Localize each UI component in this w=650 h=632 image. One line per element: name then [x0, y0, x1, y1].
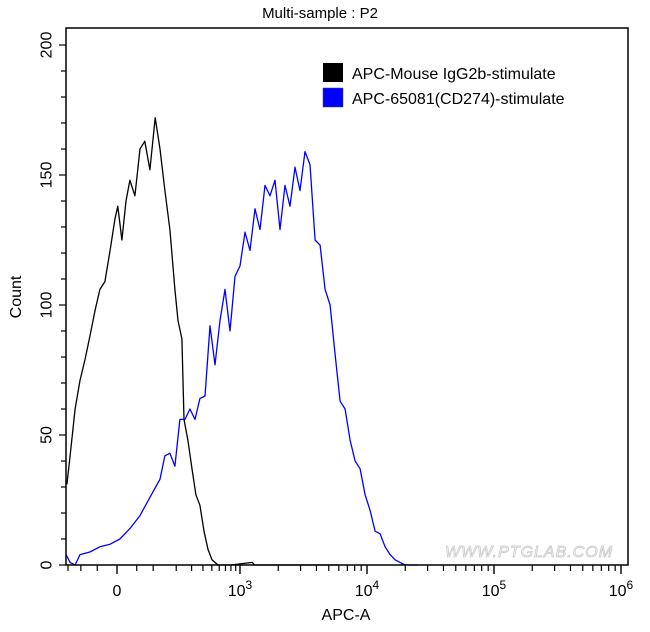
- legend-swatch-cd274: [322, 87, 344, 108]
- x-tick-exponent: 6: [627, 578, 634, 592]
- x-tick-base: 10: [355, 583, 373, 600]
- series-line-isotype: [66, 117, 339, 566]
- y-tick-label: 0: [39, 560, 56, 569]
- x-tick-exponent: 5: [500, 578, 507, 592]
- x-tick-exponent: 4: [373, 578, 380, 592]
- x-tick-base: 0: [113, 583, 122, 600]
- y-tick-label: 200: [39, 32, 56, 59]
- chart-title: Multi-sample : P2: [262, 5, 378, 22]
- y-axis-label: Count: [8, 275, 25, 318]
- x-tick-label: 106: [609, 578, 634, 600]
- x-tick-base: 10: [609, 583, 627, 600]
- watermark: WWW.PTGLAB.COM: [445, 544, 613, 561]
- x-tick-base: 10: [228, 583, 246, 600]
- y-tick-label: 150: [39, 162, 56, 189]
- y-tick-label: 100: [39, 292, 56, 319]
- legend-label-isotype: APC-Mouse IgG2b-stimulate: [352, 66, 556, 83]
- legend-swatch-isotype: [323, 63, 343, 82]
- legend: APC-Mouse IgG2b-stimulate APC-65081(CD27…: [322, 63, 565, 108]
- x-axis-label: APC-A: [322, 607, 371, 624]
- x-tick-exponent: 3: [246, 578, 253, 592]
- y-tick-label: 50: [39, 426, 56, 444]
- x-tick-label: 104: [355, 578, 380, 600]
- series-line-cd274: [65, 150, 418, 566]
- legend-label-cd274: APC-65081(CD274)-stimulate: [352, 91, 565, 108]
- x-tick-label: 105: [482, 578, 507, 600]
- plot-frame: [65, 27, 629, 566]
- x-tick-base: 10: [482, 583, 500, 600]
- x-tick-label: 0: [113, 583, 122, 600]
- x-tick-label: 103: [228, 578, 253, 600]
